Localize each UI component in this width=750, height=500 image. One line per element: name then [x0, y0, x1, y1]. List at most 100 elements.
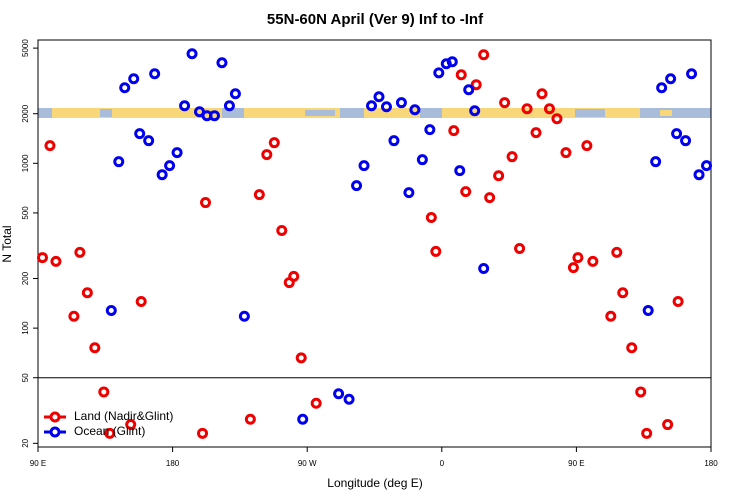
point — [68, 310, 80, 322]
point — [297, 413, 309, 425]
point — [238, 310, 250, 322]
point — [200, 197, 212, 209]
point — [560, 147, 572, 159]
point — [50, 255, 62, 267]
point — [686, 68, 698, 80]
point — [656, 82, 668, 94]
point — [641, 427, 653, 439]
point — [89, 342, 101, 354]
point — [229, 88, 241, 100]
point — [693, 169, 705, 181]
y-tick-label: 2000 — [21, 104, 30, 122]
x-axis-label: Longitude (deg E) — [327, 476, 422, 490]
point — [104, 427, 116, 439]
point — [125, 419, 137, 431]
x-tick-label: 90 E — [568, 459, 584, 468]
y-tick-label: 500 — [21, 206, 30, 220]
x-tick-label: 0 — [440, 459, 445, 468]
point — [587, 255, 599, 267]
y-tick-label: 5000 — [21, 39, 30, 57]
point — [366, 100, 378, 112]
point — [119, 82, 131, 94]
point — [463, 84, 475, 96]
x-tick-label: 90 E — [30, 459, 46, 468]
x-tick-label: 180 — [166, 459, 180, 468]
point — [478, 263, 490, 275]
point — [98, 386, 110, 398]
point — [197, 427, 209, 439]
point — [164, 160, 176, 172]
point — [216, 57, 228, 69]
point — [446, 56, 458, 68]
legend-label: Land (Nadir&Glint) — [74, 409, 173, 423]
point — [536, 88, 548, 100]
point — [288, 270, 300, 282]
point — [506, 151, 518, 163]
point — [186, 48, 198, 60]
point — [105, 304, 117, 316]
point — [521, 103, 533, 115]
point — [208, 110, 220, 122]
point — [409, 104, 421, 116]
point — [469, 105, 481, 117]
point — [448, 125, 460, 137]
point — [310, 397, 322, 409]
point — [74, 246, 86, 258]
point — [470, 79, 482, 91]
point — [295, 352, 307, 364]
point — [416, 154, 428, 166]
point — [572, 252, 584, 264]
point — [149, 68, 161, 80]
point — [244, 413, 256, 425]
point — [514, 243, 526, 255]
plot-frame — [37, 39, 712, 448]
point — [179, 100, 191, 112]
point — [551, 113, 563, 125]
point — [680, 135, 692, 147]
land-ocean-band — [38, 108, 711, 118]
y-tick-label: 200 — [21, 271, 30, 285]
point — [543, 103, 555, 115]
point — [460, 186, 472, 198]
point — [358, 160, 370, 172]
point — [672, 296, 684, 308]
point — [478, 49, 490, 61]
x-tick-label: 180 — [704, 459, 718, 468]
point — [454, 165, 466, 177]
point — [665, 73, 677, 85]
point — [268, 137, 280, 149]
point — [223, 100, 235, 112]
point — [380, 101, 392, 113]
point — [388, 135, 400, 147]
legend-label: Ocean (Glint) — [74, 424, 145, 438]
point — [611, 246, 623, 258]
y-axis-label: N Total — [0, 225, 14, 262]
point — [701, 160, 713, 172]
point — [433, 67, 445, 79]
point — [430, 245, 442, 257]
point — [276, 225, 288, 237]
legend-marker — [49, 426, 61, 438]
y-tick-label: 100 — [21, 321, 30, 335]
point — [143, 135, 155, 147]
point — [455, 69, 467, 81]
point — [626, 342, 638, 354]
point — [134, 128, 146, 140]
legend-marker — [49, 411, 61, 423]
point — [617, 287, 629, 299]
point — [343, 393, 355, 405]
point — [671, 128, 683, 140]
point — [81, 287, 93, 299]
point — [425, 212, 437, 224]
point — [650, 156, 662, 168]
point — [156, 169, 168, 181]
point — [171, 147, 183, 159]
point — [499, 97, 511, 109]
x-tick-label: 90 W — [298, 459, 317, 468]
point — [135, 296, 147, 308]
point — [530, 127, 542, 139]
point — [351, 180, 363, 192]
point — [44, 140, 56, 152]
point — [253, 189, 265, 201]
